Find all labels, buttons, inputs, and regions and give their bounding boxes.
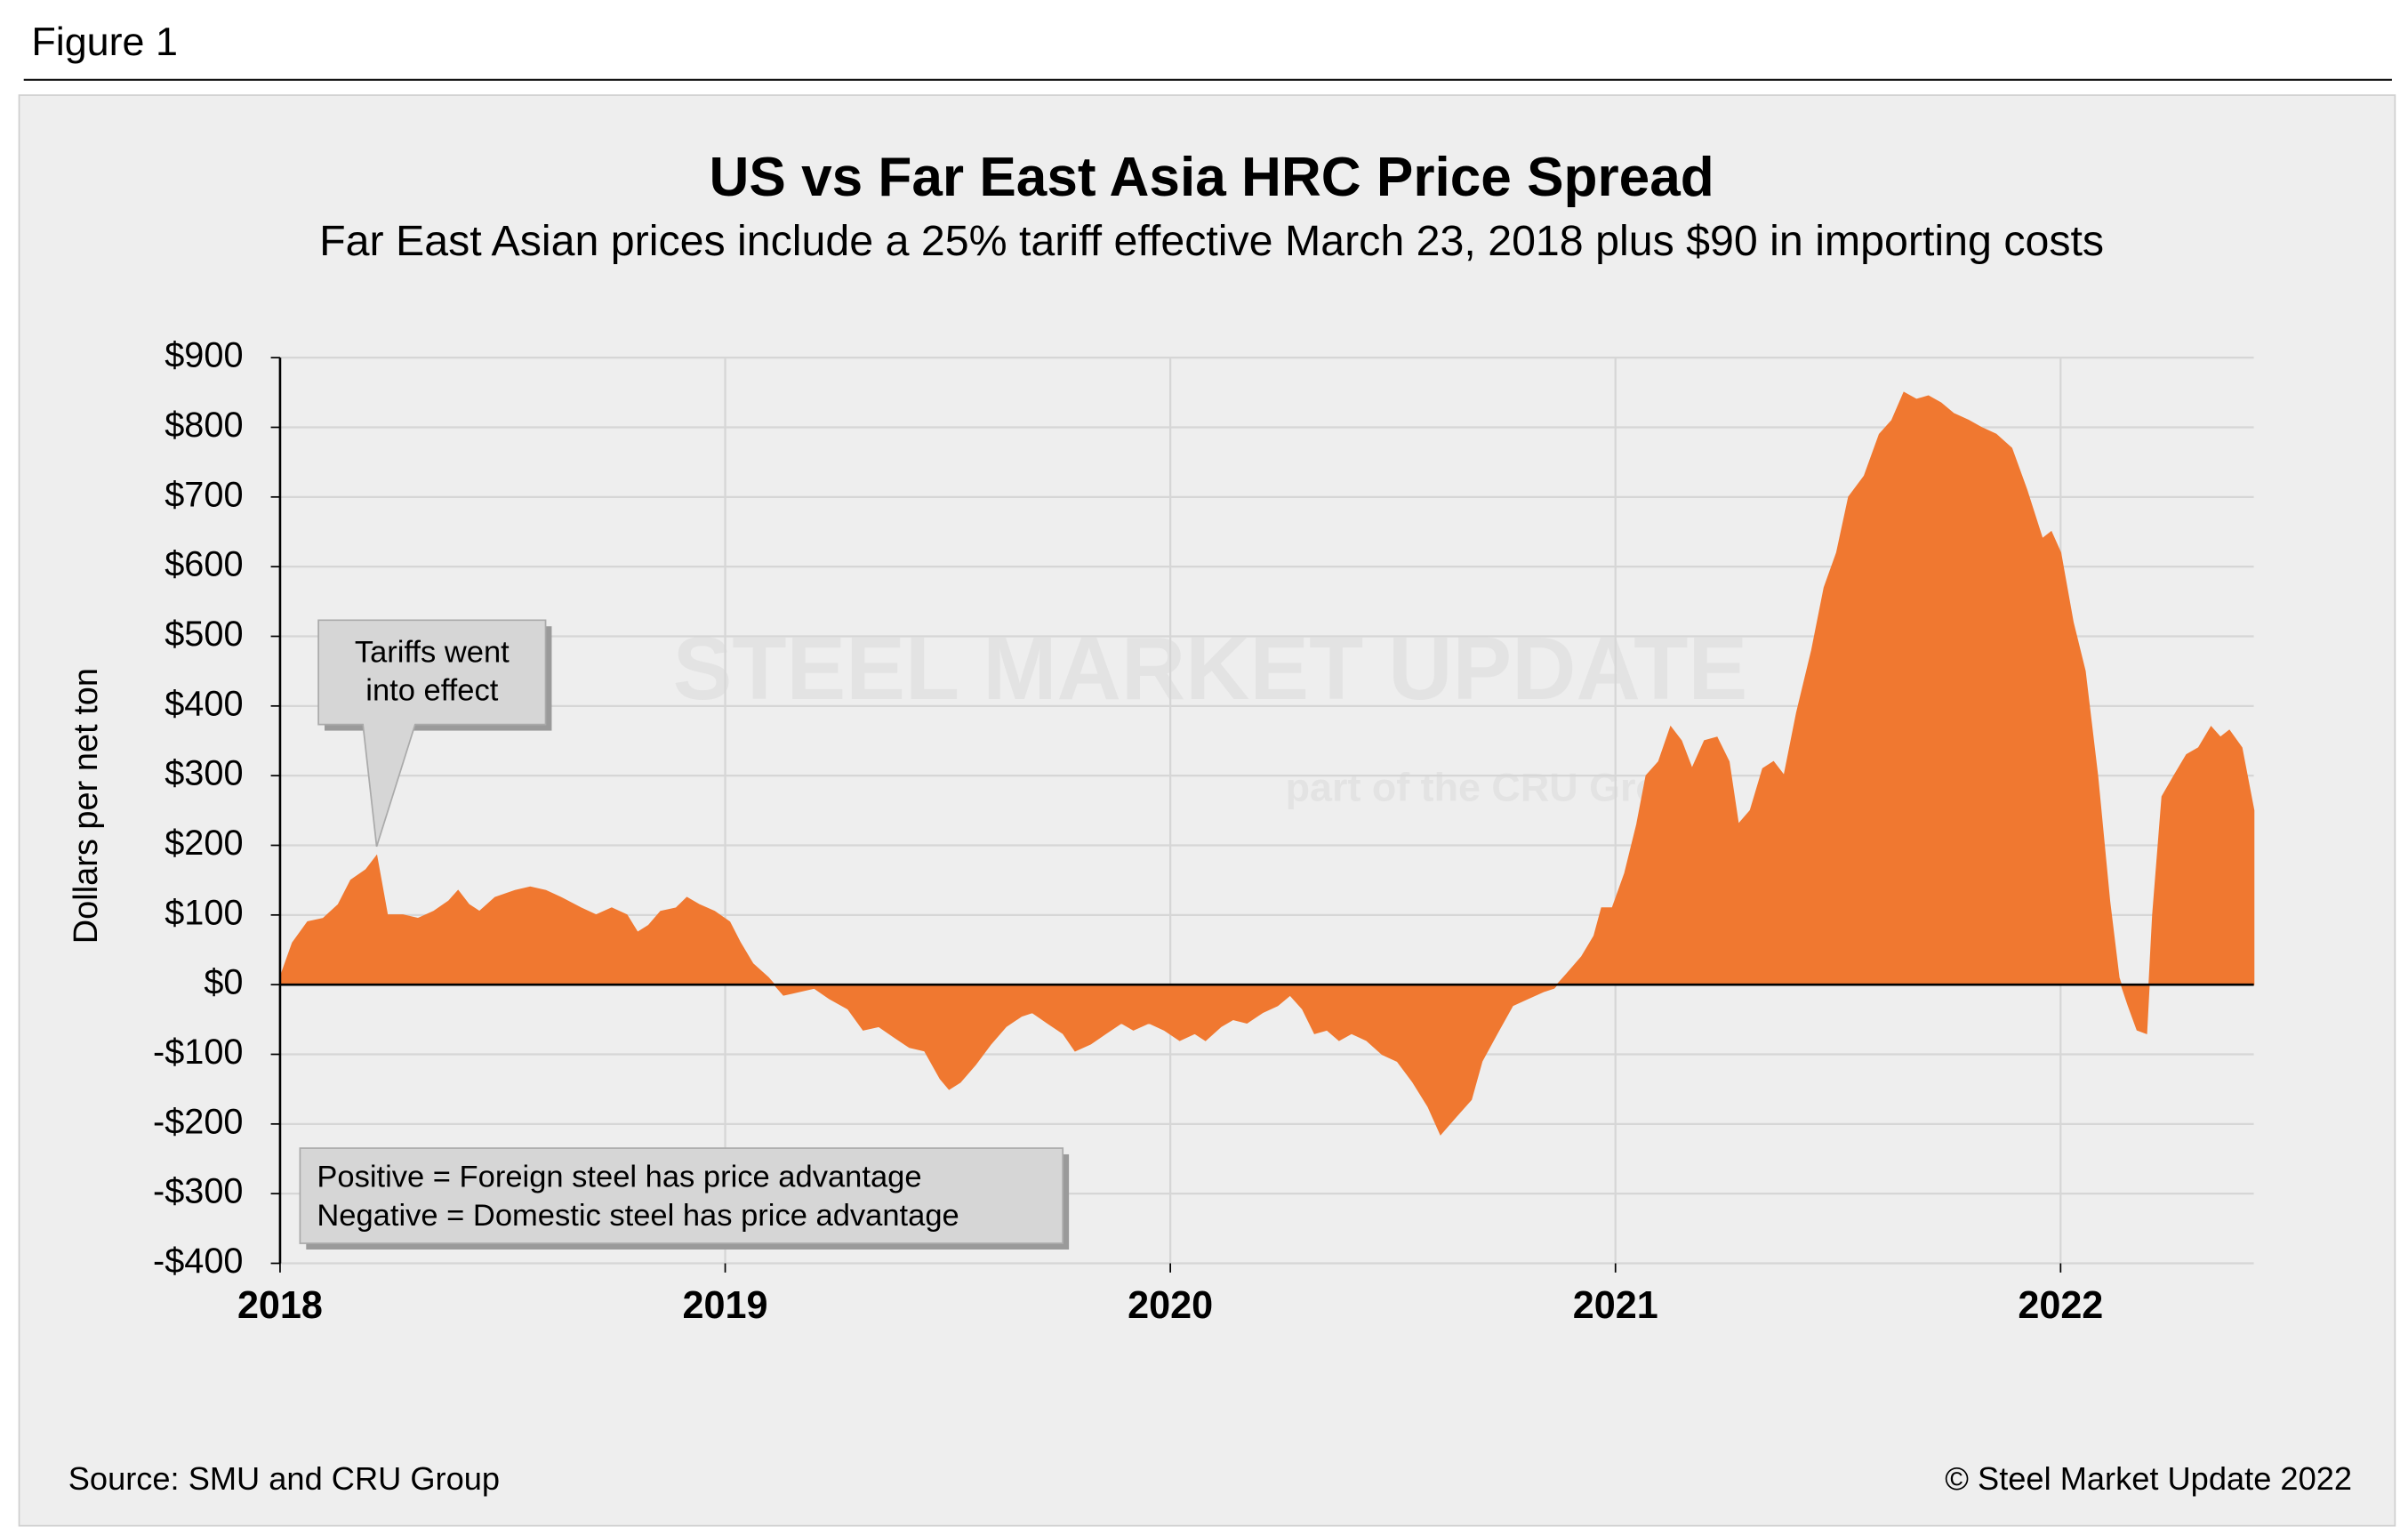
y-tick-label: $300 — [165, 754, 243, 793]
x-tick-label: 2019 — [683, 1284, 768, 1327]
area — [279, 391, 2255, 1136]
y-tick-label: $800 — [165, 406, 243, 445]
x-tick-label: 2020 — [1128, 1284, 1213, 1327]
note-text: Positive = Foreign steel has price advan… — [317, 1161, 921, 1194]
y-tick-label: $900 — [165, 336, 243, 375]
y-tick-label: $100 — [165, 893, 243, 932]
callout-box — [317, 619, 547, 848]
copyright: © Steel Market Update 2022 — [1945, 1460, 2352, 1497]
annotation-text: into effect — [365, 674, 498, 708]
y-tick-label: $200 — [165, 824, 243, 863]
source: Source: SMU and CRU Group — [68, 1460, 500, 1497]
x-tick-label: 2022 — [2018, 1284, 2103, 1327]
y-tick-label: -$300 — [153, 1172, 244, 1211]
y-tick-label: -$200 — [153, 1102, 244, 1141]
x-tick-label: 2018 — [237, 1284, 323, 1327]
figure-label: Figure 1 — [31, 19, 178, 64]
y-tick-label: $700 — [165, 475, 243, 514]
y-tick-label: -$100 — [153, 1033, 244, 1072]
y-tick-label: $400 — [165, 684, 243, 723]
annotation-text: Tariffs went — [355, 635, 510, 669]
x-tick-label: 2021 — [1573, 1284, 1658, 1327]
watermark: STEEL MARKET UPDATE — [673, 619, 1748, 719]
note-text: Negative = Domestic steel has price adva… — [317, 1199, 959, 1233]
y-tick-label: $500 — [165, 615, 243, 654]
chart-subtitle: Far East Asian prices include a 25% tari… — [319, 217, 2104, 265]
y-tick-label: $600 — [165, 545, 243, 584]
chart-title: US vs Far East Asia HRC Price Spread — [710, 147, 1714, 208]
y-axis-label: Dollars per net ton — [68, 668, 105, 944]
note-box — [299, 1147, 1064, 1244]
watermark: part of the CRU Group — [1286, 765, 1709, 810]
y-tick-label: -$400 — [153, 1242, 244, 1281]
y-tick-label: $0 — [204, 963, 243, 1002]
